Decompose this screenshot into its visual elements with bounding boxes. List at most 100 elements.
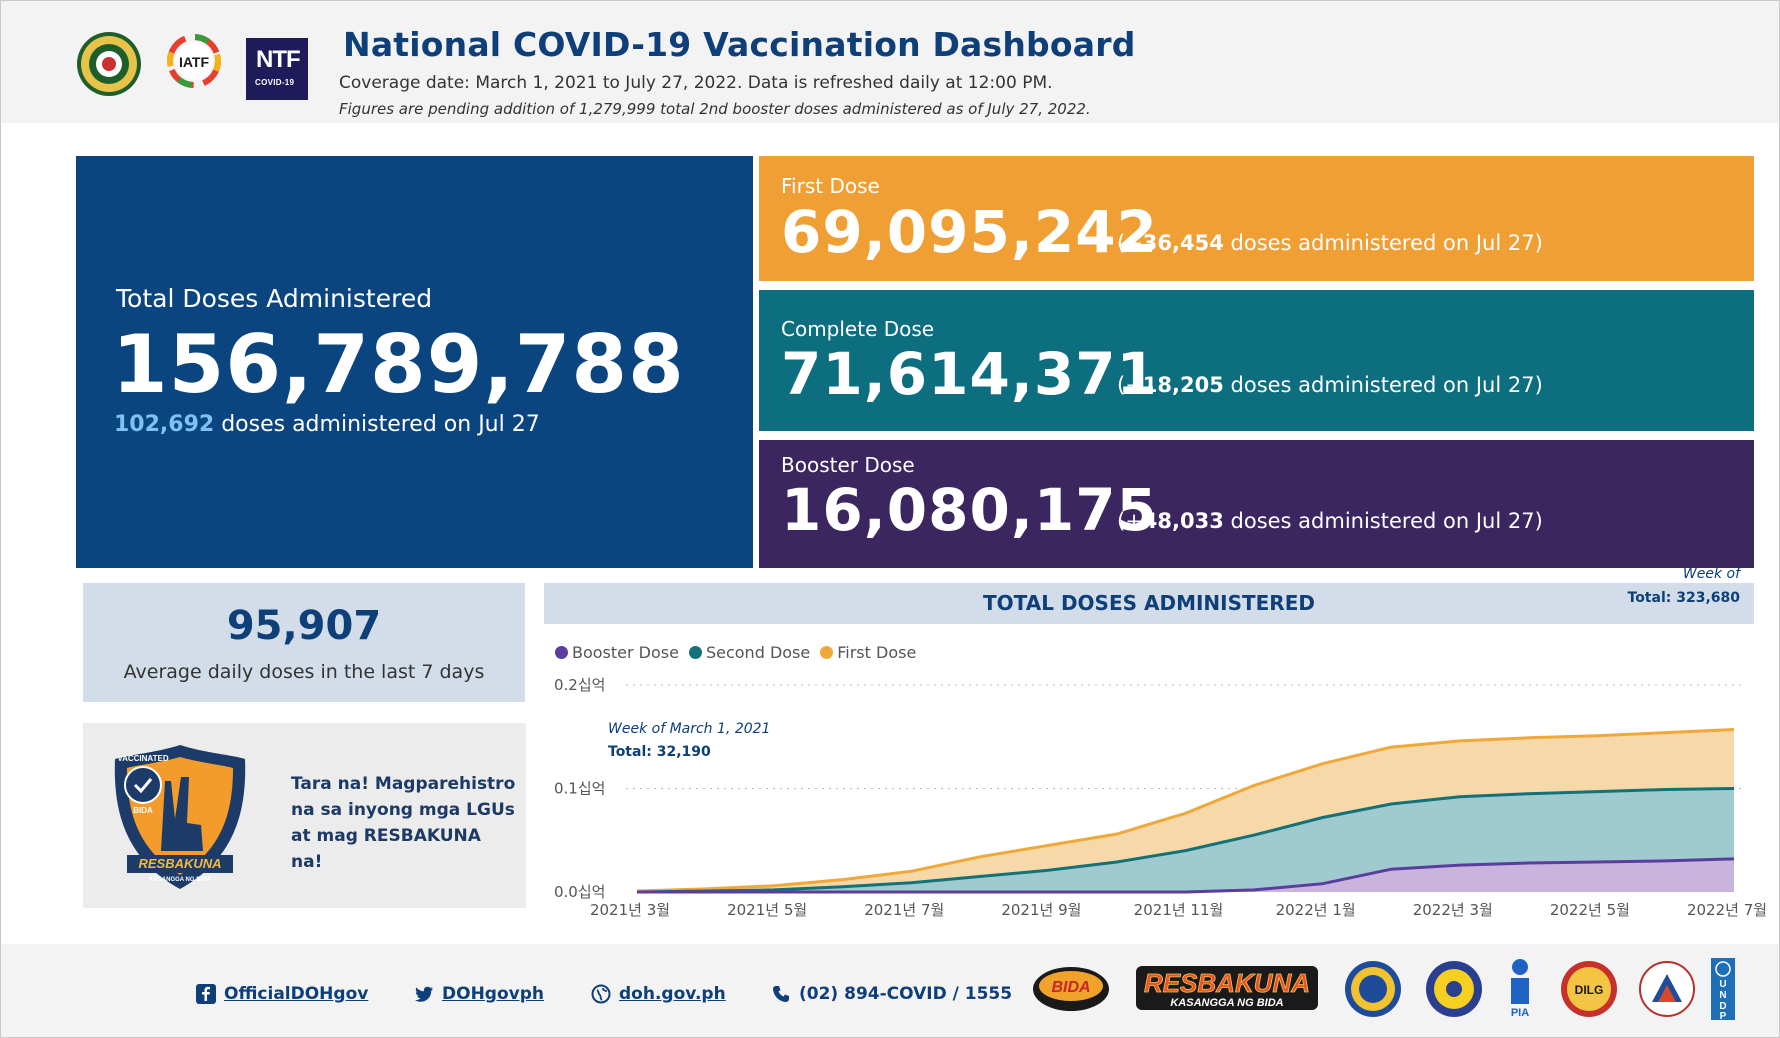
first-inc-prefix: (+ xyxy=(1117,231,1143,255)
x-tick-label: 2021년 9월 xyxy=(1001,901,1081,919)
first-inc-value: 36,454 xyxy=(1142,231,1224,255)
legend-second-dose[interactable]: Second Dose xyxy=(688,643,810,662)
total-daily-suffix: doses administered on Jul 27 xyxy=(214,412,540,437)
annotation-start-total: Total: 32,190 xyxy=(608,744,711,760)
phone-icon xyxy=(773,986,789,1002)
first-dose-card: First Dose 69,095,242 (+36,454 doses adm… xyxy=(759,156,1754,281)
pcoo-seal-logo xyxy=(1345,961,1401,1017)
legend-dot-booster xyxy=(555,646,568,659)
first-dose-label: First Dose xyxy=(781,174,880,198)
twitter-link[interactable]: DOHgovph xyxy=(414,984,544,1004)
total-doses-value: 156,789,788 xyxy=(112,318,685,411)
x-tick-label: 2022년 3월 xyxy=(1413,901,1493,919)
complete-inc-suffix: doses administered on Jul 27) xyxy=(1223,373,1543,397)
website-url: doh.gov.ph xyxy=(619,984,726,1004)
undp-letter-d: D xyxy=(1719,1001,1726,1012)
legend-first-dose[interactable]: First Dose xyxy=(820,643,916,662)
first-dose-increment: (+36,454 doses administered on Jul 27) xyxy=(1117,231,1543,255)
promo-message: Tara na! Magparehistro na sa inyong mga … xyxy=(291,774,516,872)
globe-icon xyxy=(591,984,611,1004)
area-booster-dose[interactable] xyxy=(637,858,1734,892)
x-tick-label: 2021년 7월 xyxy=(864,901,944,919)
x-tick-label: 2022년 7월 xyxy=(1687,901,1767,919)
badge-bida-text: BIDA xyxy=(133,806,153,815)
badge-brand-text: RESBAKUNA xyxy=(138,856,221,871)
x-tick-label: 2022년 1월 xyxy=(1276,901,1356,919)
pia-logo-text: PIA xyxy=(1511,1007,1529,1019)
doh-seal-logo xyxy=(77,32,141,96)
complete-dose-value: 71,614,371 xyxy=(781,340,1158,408)
complete-dose-increment: (+18,205 doses administered on Jul 27) xyxy=(1117,373,1543,397)
resbakuna-logo: RESBAKUNA KASANGGA NG BIDA xyxy=(1136,966,1318,1010)
line-second-dose[interactable] xyxy=(636,787,1735,894)
facebook-handle: OfficialDOHgov xyxy=(224,984,369,1004)
annotation-end-label: Week of xyxy=(1683,566,1742,582)
booster-dose-label: Booster Dose xyxy=(781,453,915,477)
footer: OfficialDOHgov DOHgovph doh.gov.ph (02) … xyxy=(1,944,1779,1037)
average-daily-label: Average daily doses in the last 7 days xyxy=(123,661,485,683)
chart-legend: Booster Dose Second Dose First Dose xyxy=(555,643,916,662)
coverage-date: Coverage date: March 1, 2021 to July 27,… xyxy=(339,73,1053,93)
line-booster-dose[interactable] xyxy=(637,857,1735,894)
badge-tagline-text: KASANGGA NG BIDA xyxy=(149,877,211,883)
page-title: National COVID-19 Vaccination Dashboard xyxy=(343,25,1136,64)
undp-letter-u: U xyxy=(1719,979,1726,990)
twitter-icon xyxy=(415,986,433,1002)
booster-inc-prefix: (+ xyxy=(1117,509,1143,533)
first-dose-value: 69,095,242 xyxy=(781,198,1158,266)
chart-title: TOTAL DOSES ADMINISTERED xyxy=(544,583,1754,624)
y-tick-label: 0.2십억 xyxy=(554,676,605,694)
vaccinated-shield-icon: VACCINATED BIDA RESBAKUNA KASANGGA NG BI… xyxy=(114,745,246,889)
booster-dose-value: 16,080,175 xyxy=(781,476,1158,544)
resbakuna-logo-text: RESBAKUNA xyxy=(1144,968,1310,998)
total-doses-daily: 102,692 doses administered on Jul 27 xyxy=(114,412,540,437)
booster-dose-increment: (+48,033 doses administered on Jul 27) xyxy=(1117,509,1543,533)
x-tick-label: 2021년 3월 xyxy=(590,901,670,919)
average-daily-card: 95,907 Average daily doses in the last 7… xyxy=(83,583,525,702)
iatf-logo: IATF xyxy=(167,34,221,88)
legend-label-booster: Booster Dose xyxy=(572,643,679,662)
bida-solusyon-logo: BIDA xyxy=(1033,967,1109,1011)
line-first-dose[interactable] xyxy=(636,728,1735,893)
header: IATF NTF COVID-19 National COVID-19 Vacc… xyxy=(1,1,1779,123)
total-doses-area-chart[interactable]: 2021년 3월 2021년 5월 2021년 7월 2021년 9월 2021년 11… xyxy=(544,566,1767,930)
total-daily-value: 102,692 xyxy=(114,412,215,437)
undp-logo: U N D P xyxy=(1711,958,1735,1020)
ncip-seal-logo xyxy=(1639,961,1695,1017)
undp-letter-n: N xyxy=(1719,990,1726,1001)
pia-logo: PIA xyxy=(1511,959,1529,1019)
hotline[interactable]: (02) 894-COVID / 1555 xyxy=(771,984,1012,1004)
y-tick-label: 0.0십억 xyxy=(554,883,605,901)
average-daily-value: 95,907 xyxy=(226,603,382,649)
resbakuna-promo-card: VACCINATED BIDA RESBAKUNA KASANGGA NG BI… xyxy=(83,723,526,908)
facebook-icon xyxy=(196,984,216,1004)
resbakuna-logo-tagline: KASANGGA NG BIDA xyxy=(1170,997,1283,1009)
complete-dose-label: Complete Dose xyxy=(781,317,935,341)
legend-label-first: First Dose xyxy=(837,643,917,662)
complete-dose-card: Complete Dose 71,614,371 (+18,205 doses … xyxy=(759,290,1754,431)
legend-booster-dose[interactable]: Booster Dose xyxy=(555,643,679,662)
facebook-link[interactable]: OfficialDOHgov xyxy=(196,984,368,1004)
badge-vaccinated-text: VACCINATED xyxy=(117,754,168,763)
booster-inc-suffix: doses administered on Jul 27) xyxy=(1223,509,1543,533)
total-doses-label: Total Doses Administered xyxy=(116,284,433,313)
booster-dose-card: Booster Dose 16,080,175 (+48,033 doses a… xyxy=(759,440,1754,568)
bida-logo-text: BIDA xyxy=(1051,979,1090,996)
y-tick-label: 0.1십억 xyxy=(554,780,605,798)
dilg-logo-text: DILG xyxy=(1575,983,1604,997)
website-link[interactable]: doh.gov.ph xyxy=(591,984,726,1004)
annotation-start-label: Week of March 1, 2021 xyxy=(608,721,770,737)
x-tick-label: 2021년 11월 xyxy=(1134,901,1224,919)
complete-inc-value: 18,205 xyxy=(1142,373,1224,397)
ntf-covid19-logo: NTF COVID-19 xyxy=(246,38,308,100)
x-tick-label: 2022년 5월 xyxy=(1550,901,1630,919)
legend-dot-first xyxy=(820,646,834,659)
ntf-logo-subtext: COVID-19 xyxy=(255,78,295,87)
iatf-logo-text: IATF xyxy=(179,54,210,70)
complete-inc-prefix: (+ xyxy=(1117,373,1143,397)
twitter-handle: DOHgovph xyxy=(442,984,544,1004)
opl-seal-logo xyxy=(1426,961,1482,1017)
first-inc-suffix: doses administered on Jul 27) xyxy=(1223,231,1543,255)
booster-note: Figures are pending addition of 1,279,99… xyxy=(339,100,1091,118)
x-tick-label: 2021년 5월 xyxy=(727,901,807,919)
